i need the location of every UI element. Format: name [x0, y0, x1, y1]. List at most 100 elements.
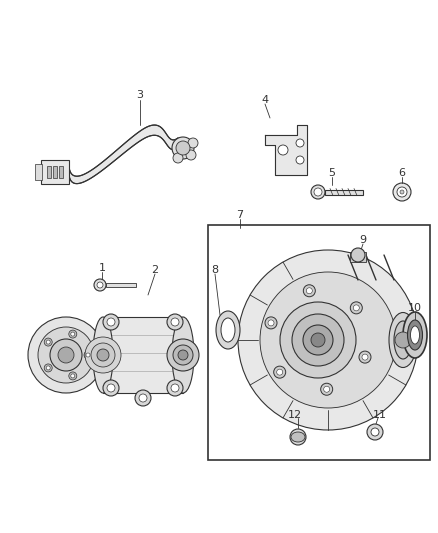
Circle shape — [351, 248, 365, 262]
Bar — [41, 160, 69, 184]
Bar — [103, 317, 183, 393]
Circle shape — [176, 141, 190, 155]
Circle shape — [44, 364, 52, 372]
Circle shape — [304, 285, 315, 297]
Circle shape — [359, 351, 371, 363]
Circle shape — [367, 424, 383, 440]
Bar — [350, 252, 366, 262]
Circle shape — [84, 351, 92, 359]
Text: 10: 10 — [408, 303, 422, 313]
Circle shape — [306, 288, 312, 294]
Text: 2: 2 — [152, 265, 159, 275]
Circle shape — [238, 250, 418, 430]
Circle shape — [28, 317, 104, 393]
Circle shape — [290, 429, 306, 445]
Circle shape — [103, 314, 119, 330]
Circle shape — [135, 390, 151, 406]
Circle shape — [371, 428, 379, 436]
Ellipse shape — [407, 320, 423, 350]
Bar — [59, 166, 63, 178]
Circle shape — [321, 383, 333, 395]
Ellipse shape — [403, 312, 427, 358]
Circle shape — [107, 318, 115, 326]
Ellipse shape — [93, 317, 113, 393]
Circle shape — [167, 339, 199, 371]
Ellipse shape — [172, 317, 194, 393]
Circle shape — [173, 345, 193, 365]
Circle shape — [86, 353, 90, 357]
Circle shape — [46, 366, 50, 370]
Circle shape — [178, 350, 188, 360]
Circle shape — [94, 279, 106, 291]
Circle shape — [69, 372, 77, 380]
Circle shape — [280, 302, 356, 378]
Circle shape — [296, 139, 304, 147]
Bar — [325, 190, 363, 195]
Circle shape — [400, 190, 404, 194]
Text: 3: 3 — [137, 90, 144, 100]
Circle shape — [46, 340, 50, 344]
Circle shape — [173, 153, 183, 163]
Bar — [35, 164, 42, 180]
Text: 5: 5 — [328, 168, 336, 178]
Text: 9: 9 — [360, 235, 367, 245]
Circle shape — [69, 330, 77, 338]
Circle shape — [311, 333, 325, 347]
Bar — [208, 225, 430, 460]
Text: 4: 4 — [261, 95, 268, 105]
Ellipse shape — [394, 321, 412, 359]
Text: 1: 1 — [99, 263, 106, 273]
Circle shape — [393, 183, 411, 201]
Ellipse shape — [410, 326, 420, 344]
Circle shape — [324, 386, 330, 392]
Circle shape — [350, 302, 362, 314]
Circle shape — [362, 354, 368, 360]
Circle shape — [277, 369, 283, 375]
Polygon shape — [69, 125, 178, 184]
Ellipse shape — [291, 432, 305, 442]
Circle shape — [296, 156, 304, 164]
Text: 8: 8 — [212, 265, 219, 275]
Text: 11: 11 — [373, 410, 387, 420]
Circle shape — [44, 338, 52, 346]
Circle shape — [71, 332, 75, 336]
Circle shape — [268, 320, 274, 326]
Circle shape — [97, 282, 103, 288]
Circle shape — [397, 187, 407, 197]
Circle shape — [260, 272, 396, 408]
Circle shape — [265, 317, 277, 329]
Circle shape — [395, 332, 411, 348]
Ellipse shape — [389, 312, 417, 367]
Bar — [106, 283, 136, 287]
Ellipse shape — [216, 311, 240, 349]
Circle shape — [50, 339, 82, 371]
Circle shape — [167, 380, 183, 396]
Circle shape — [274, 366, 286, 378]
Ellipse shape — [221, 318, 235, 342]
Polygon shape — [265, 125, 307, 175]
Circle shape — [38, 327, 94, 383]
Circle shape — [171, 318, 179, 326]
Circle shape — [278, 145, 288, 155]
Circle shape — [97, 349, 109, 361]
Circle shape — [172, 137, 194, 159]
Circle shape — [71, 374, 75, 378]
Circle shape — [103, 380, 119, 396]
Text: 12: 12 — [288, 410, 302, 420]
Circle shape — [353, 305, 359, 311]
Circle shape — [107, 384, 115, 392]
Circle shape — [91, 343, 115, 367]
Circle shape — [58, 347, 74, 363]
Bar — [47, 166, 51, 178]
Text: 6: 6 — [399, 168, 406, 178]
Circle shape — [139, 394, 147, 402]
Circle shape — [85, 337, 121, 373]
Circle shape — [303, 325, 333, 355]
Circle shape — [311, 185, 325, 199]
Bar — [53, 166, 57, 178]
Circle shape — [188, 138, 198, 148]
Circle shape — [171, 384, 179, 392]
Circle shape — [186, 150, 196, 160]
Circle shape — [314, 188, 322, 196]
Text: 7: 7 — [237, 210, 244, 220]
